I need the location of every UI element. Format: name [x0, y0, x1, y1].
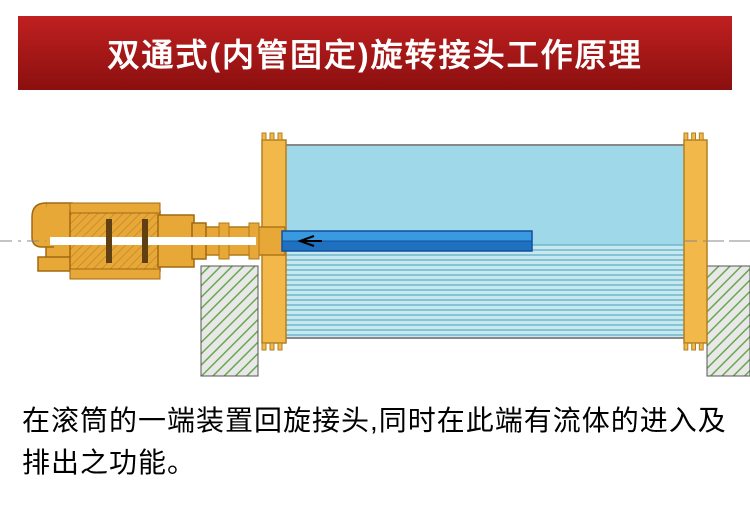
- header-banner: 双通式(内管固定)旋转接头工作原理: [18, 16, 732, 90]
- diagram-container: [0, 90, 750, 400]
- diagram-svg: [0, 90, 750, 400]
- footer-caption: 在滚筒的一端装置回旋接头,同时在此端有流体的进入及排出之功能。: [0, 400, 750, 484]
- header-title: 双通式(内管固定)旋转接头工作原理: [107, 37, 642, 73]
- footer-text: 在滚筒的一端装置回旋接头,同时在此端有流体的进入及排出之功能。: [22, 405, 727, 478]
